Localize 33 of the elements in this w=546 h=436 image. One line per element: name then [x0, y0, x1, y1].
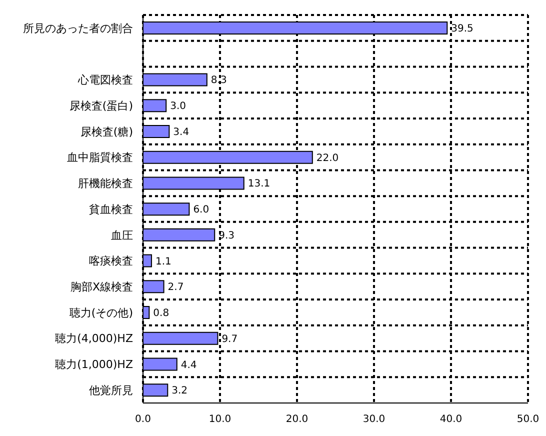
data-label: 3.0: [170, 101, 186, 112]
data-label: 0.8: [153, 308, 170, 320]
x-tick-label: 20.0: [286, 414, 308, 426]
y-tick-label: 聴力(4,000)HZ: [55, 332, 134, 346]
data-label: 1.1: [155, 256, 172, 268]
data-label: 6.0: [193, 204, 210, 216]
y-tick-label: 喀痰検査: [89, 254, 133, 268]
data-label: 13.1: [248, 178, 270, 190]
x-tick-label: 10.0: [208, 414, 232, 426]
x-tick-label: 40.0: [440, 414, 462, 426]
x-tick-label: 30.0: [362, 414, 386, 426]
data-label: 9.7: [222, 334, 238, 345]
y-tick-label: 聴力(1,000)HZ: [55, 358, 134, 372]
data-label: 8.3: [210, 75, 227, 86]
y-tick-label: 肝機能検査: [78, 177, 133, 190]
y-tick-label: 血中脂質検査: [67, 151, 133, 164]
y-tick-label: 所見のあった者の割合: [23, 22, 133, 35]
y-tick-label: 尿検査(蛋白): [69, 99, 133, 112]
x-tick-label: 0.0: [135, 414, 151, 426]
y-tick-label: 他覚所見: [89, 384, 133, 397]
data-label: 2.7: [168, 282, 184, 294]
y-tick-label: 尿検査(糖): [80, 125, 133, 138]
data-label: 39.5: [451, 24, 474, 34]
y-tick-label: 血圧: [111, 228, 133, 242]
data-label: 22.0: [316, 152, 339, 164]
y-tick-label: 胸部X線検査: [70, 280, 133, 294]
data-label: 3.2: [172, 386, 188, 397]
data-label: 3.4: [173, 126, 190, 138]
y-tick-label: 貧血検査: [89, 202, 133, 216]
y-tick-label: 心電図検査: [77, 74, 133, 87]
x-tick-label: 50.0: [516, 414, 540, 426]
data-label: 4.4: [180, 360, 197, 371]
y-tick-label: 聴力(その他): [69, 306, 133, 320]
